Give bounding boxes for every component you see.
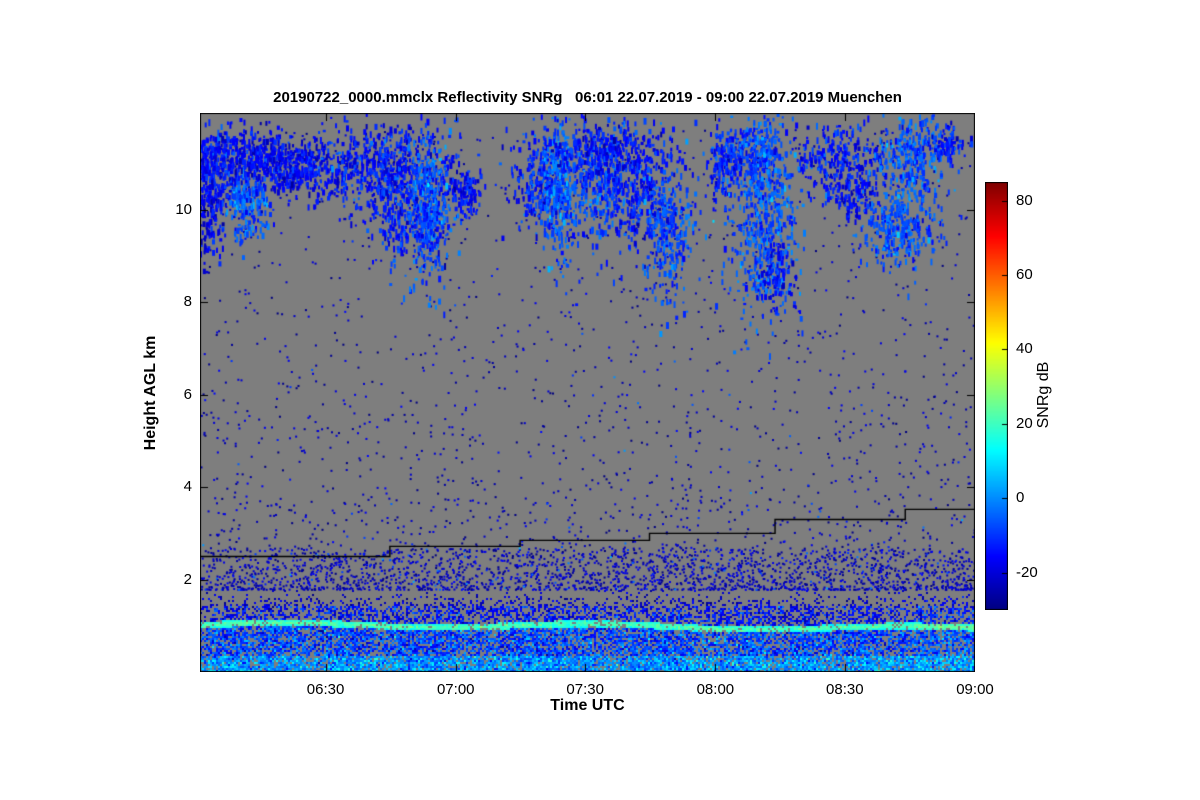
- colorbar-label: SNRg dB: [1035, 361, 1052, 429]
- reflectivity-heatmap: [200, 113, 975, 672]
- x-tick-label: 08:00: [696, 681, 735, 698]
- y-tick-label: 8: [183, 293, 192, 311]
- colorbar-tick-label: 60: [1016, 266, 1033, 284]
- x-tick-label: 08:30: [826, 681, 864, 698]
- colorbar-tick-label: -20: [1016, 563, 1038, 581]
- x-tick-label: 06:30: [306, 681, 345, 698]
- y-tick-label: 4: [183, 478, 192, 496]
- plot-title: 20190722_0000.mmclx Reflectivity SNRg 06…: [273, 89, 902, 106]
- y-tick-label: 2: [183, 570, 192, 588]
- y-tick-label: 6: [183, 385, 192, 403]
- x-axis-label: Time UTC: [550, 697, 625, 714]
- x-tick-label: 09:00: [956, 681, 994, 698]
- x-tick-label: 07:30: [566, 681, 604, 698]
- colorbar-tick-label: 0: [1016, 489, 1025, 507]
- x-tick-label: 07:00: [436, 681, 475, 698]
- colorbar-tick-label: 40: [1016, 340, 1033, 358]
- colorbar-tick-label: 20: [1016, 414, 1033, 432]
- y-tick-label: 10: [175, 201, 192, 219]
- colorbar-tick-label: 80: [1016, 191, 1033, 209]
- colorbar-gradient: [985, 182, 1008, 610]
